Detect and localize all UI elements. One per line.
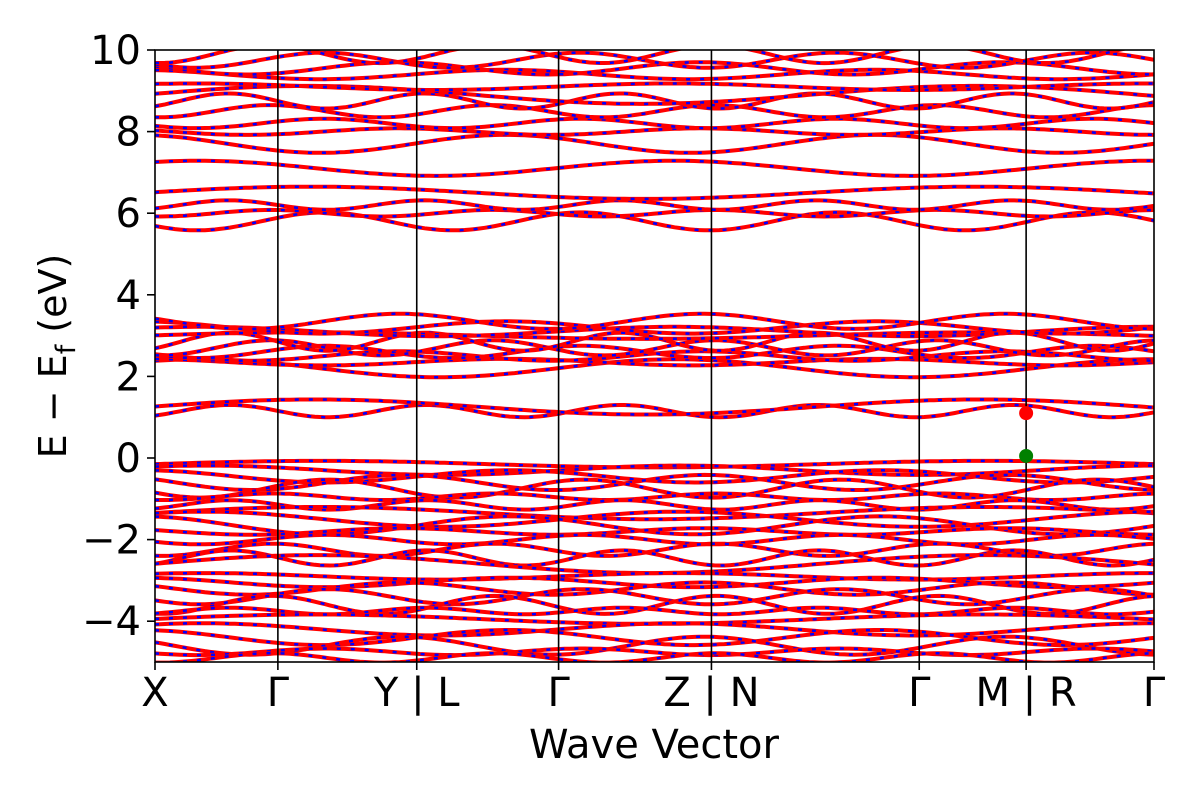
band-line-red (155, 103, 1154, 120)
band-line-blue (155, 594, 1154, 616)
band-line-red (155, 198, 1154, 212)
band-line-red (155, 207, 1154, 219)
band-lines (155, 50, 1154, 662)
band-line-red (155, 397, 1154, 417)
x-axis-ticks: X Γ Y | L Γ Z | N Γ M | R Γ (141, 662, 1166, 716)
y-axis-ticks: −4 −2 0 2 4 6 8 10 (82, 28, 155, 645)
band-line-red (155, 116, 1154, 131)
y-axis-label-main: E − E (31, 354, 75, 458)
y-axis-label-unit: (eV) (31, 254, 75, 345)
vbm-marker (1019, 448, 1034, 463)
band-line-red (155, 472, 1154, 492)
band-line-red (155, 357, 1154, 380)
band-line-red (155, 541, 1154, 558)
band-line-red (155, 463, 1154, 477)
x-tick-label: X (141, 670, 168, 716)
band-line-blue (155, 331, 1154, 352)
x-tick-label: Γ (547, 670, 570, 716)
band-line-red (155, 571, 1154, 582)
y-tick-label: 4 (116, 273, 141, 319)
band-line-red (155, 621, 1154, 638)
band-line-red (155, 132, 1154, 155)
band-line-red (155, 60, 1154, 77)
x-tick-label: Γ (267, 670, 290, 716)
band-line-blue (155, 635, 1154, 656)
cbm-marker (1019, 406, 1034, 421)
band-line-blue (155, 549, 1154, 567)
band-line-blue (155, 403, 1154, 419)
band-edge-markers (1019, 406, 1034, 463)
y-tick-label: 6 (116, 191, 141, 237)
band-line-red (155, 311, 1154, 331)
y-tick-label: 8 (116, 110, 141, 156)
band-line-red (155, 509, 1154, 529)
band-line-red (155, 498, 1154, 512)
band-line-red (155, 651, 1154, 662)
band-line-red (155, 505, 1154, 522)
x-tick-label: Γ (908, 670, 931, 716)
band-line-red (155, 158, 1154, 178)
x-tick-label: Z | N (663, 670, 759, 716)
x-tick-label: Y | L (373, 670, 460, 716)
band-line-red (155, 491, 1154, 502)
band-line-red (155, 319, 1154, 336)
y-axis-label: E − Ef (eV) (31, 254, 82, 459)
x-tick-label: Γ (1143, 670, 1166, 716)
band-line-red (155, 67, 1154, 82)
kpath-divider-lines (277, 50, 1027, 662)
band-line-blue (155, 50, 1125, 65)
band-line-red (155, 526, 1154, 537)
y-tick-label: −2 (82, 518, 141, 564)
band-line-blue (155, 92, 1154, 110)
y-tick-label: 2 (116, 354, 141, 400)
band-line-red (155, 356, 1154, 368)
band-line-red (155, 184, 1154, 201)
y-tick-label: 10 (90, 28, 141, 74)
y-tick-label: 0 (116, 436, 141, 482)
y-tick-label: −4 (82, 599, 141, 645)
band-line-red (155, 532, 1154, 547)
band-line-blue (155, 339, 1154, 357)
band-line-red (155, 81, 1154, 92)
band-line-red (155, 646, 1154, 658)
plot-frame (154, 49, 1155, 663)
x-tick-label: M | R (976, 670, 1077, 716)
x-axis-label: Wave Vector (529, 722, 780, 768)
y-axis-label-subscript: f (51, 343, 82, 354)
